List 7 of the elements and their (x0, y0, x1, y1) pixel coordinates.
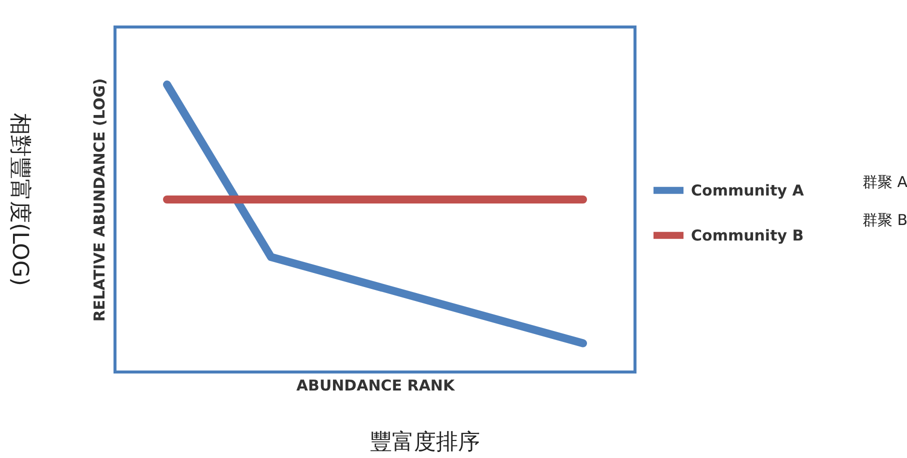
text: 豐富度排序 (370, 430, 480, 455)
text: 相對豐富度(LOG) (7, 112, 32, 286)
legend-label: Community B (691, 226, 804, 244)
legend-label: Community A (691, 181, 804, 200)
text: 群聚 B (862, 210, 907, 229)
y-axis-title: RELATIVE ABUNDANCE (LOG) (90, 78, 108, 322)
x-axis-title: ABUNDANCE RANK (296, 376, 456, 394)
